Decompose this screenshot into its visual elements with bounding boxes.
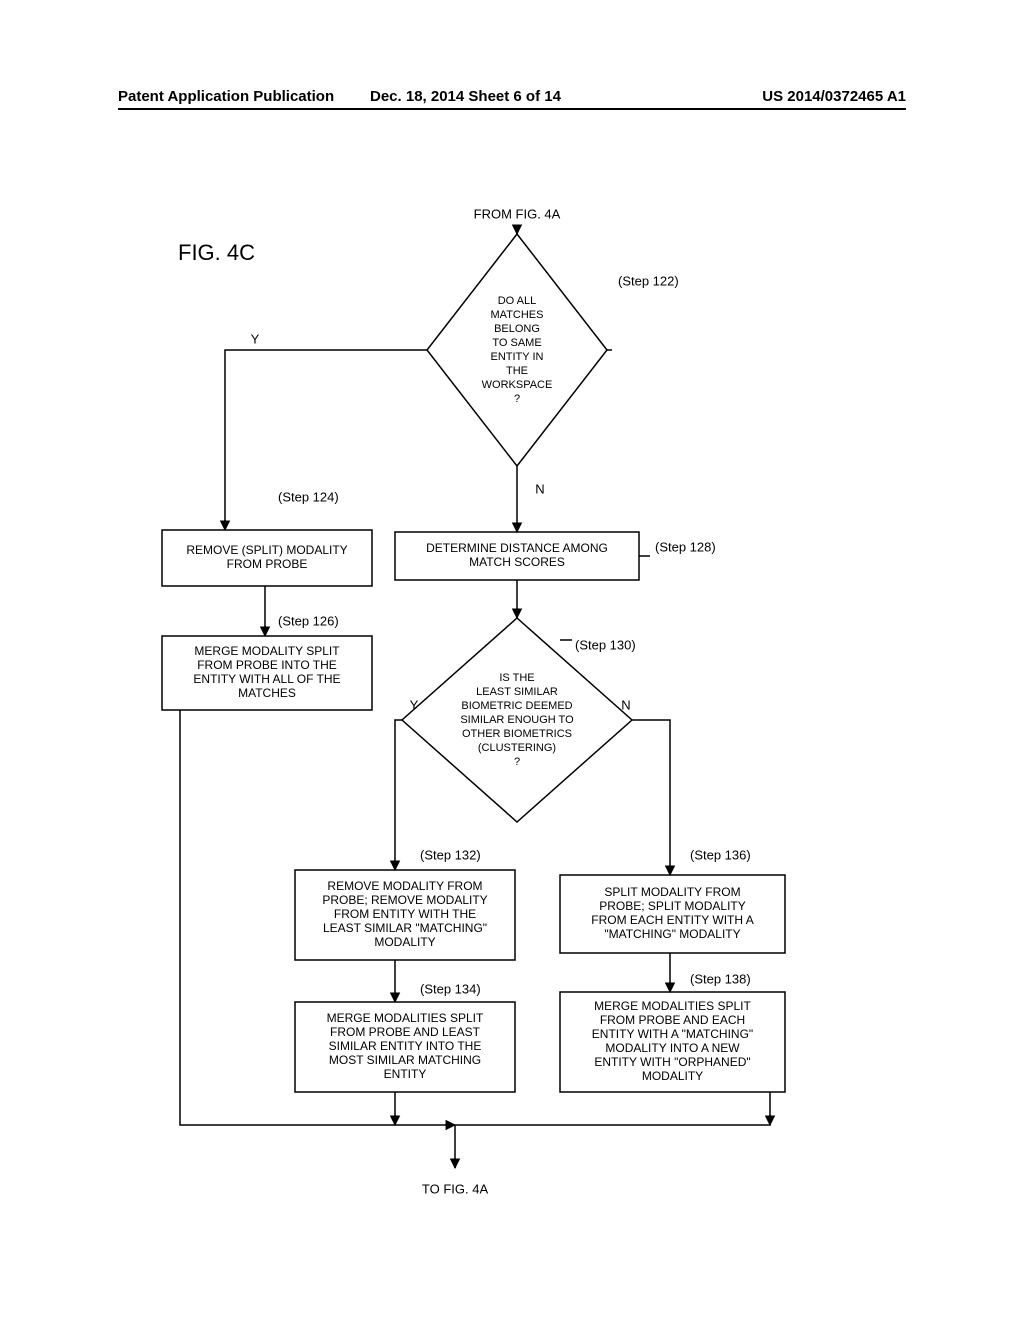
flowchart-canvas: FIG. 4C FROM FIG. 4A TO FIG. 4A DO ALL MATCH… bbox=[0, 0, 1024, 1320]
svg-text:N: N bbox=[621, 697, 630, 712]
svg-text:SPLIT MODALITY FROM: SPLIT MODALITY FROM bbox=[604, 885, 740, 899]
svg-text:ENTITY IN: ENTITY IN bbox=[491, 351, 544, 363]
step-label: (Step 134) bbox=[420, 981, 481, 996]
svg-text:WORKSPACE: WORKSPACE bbox=[482, 379, 553, 391]
svg-text:ENTITY WITH A "MATCHING": ENTITY WITH A "MATCHING" bbox=[592, 1027, 753, 1041]
svg-text:PROBE; REMOVE MODALITY: PROBE; REMOVE MODALITY bbox=[322, 893, 487, 907]
step-label: (Step 126) bbox=[278, 613, 339, 628]
svg-text:ENTITY: ENTITY bbox=[384, 1067, 427, 1081]
svg-text:MOST SIMILAR MATCHING: MOST SIMILAR MATCHING bbox=[329, 1053, 481, 1067]
svg-text:REMOVE (SPLIT) MODALITY: REMOVE (SPLIT) MODALITY bbox=[186, 543, 347, 557]
svg-text:ENTITY WITH ALL OF THE: ENTITY WITH ALL OF THE bbox=[193, 672, 340, 686]
svg-text:MATCHES: MATCHES bbox=[491, 309, 544, 321]
svg-text:Y: Y bbox=[251, 331, 260, 346]
svg-text:?: ? bbox=[514, 756, 520, 768]
svg-text:TO FIG. 4A: TO FIG. 4A bbox=[422, 1181, 489, 1196]
svg-text:REMOVE MODALITY FROM: REMOVE MODALITY FROM bbox=[327, 879, 482, 893]
svg-text:MODALITY: MODALITY bbox=[642, 1069, 703, 1083]
svg-text:MERGE MODALITY SPLIT: MERGE MODALITY SPLIT bbox=[194, 644, 340, 658]
svg-text:FROM PROBE INTO THE: FROM PROBE INTO THE bbox=[197, 658, 337, 672]
step-label: (Step 136) bbox=[690, 847, 751, 862]
figure-title: FIG. 4C bbox=[178, 240, 255, 265]
svg-text:MODALITY: MODALITY bbox=[374, 935, 435, 949]
flow-edge bbox=[395, 720, 402, 870]
svg-text:FROM ENTITY WITH THE: FROM ENTITY WITH THE bbox=[334, 907, 476, 921]
svg-text:FROM FIG. 4A: FROM FIG. 4A bbox=[474, 206, 561, 221]
svg-text:LEAST SIMILAR "MATCHING": LEAST SIMILAR "MATCHING" bbox=[323, 921, 487, 935]
step-label: (Step 128) bbox=[655, 539, 716, 554]
step-label: (Step 124) bbox=[278, 489, 339, 504]
step-label: (Step 130) bbox=[575, 637, 636, 652]
svg-text:TO SAME: TO SAME bbox=[492, 337, 541, 349]
svg-text:SIMILAR ENTITY INTO THE: SIMILAR ENTITY INTO THE bbox=[329, 1039, 482, 1053]
step-label: (Step 138) bbox=[690, 971, 751, 986]
svg-text:THE: THE bbox=[506, 365, 528, 377]
svg-text:MATCHES: MATCHES bbox=[238, 686, 296, 700]
svg-text:OTHER BIOMETRICS: OTHER BIOMETRICS bbox=[462, 728, 572, 740]
svg-text:"MATCHING" MODALITY: "MATCHING" MODALITY bbox=[604, 927, 740, 941]
svg-text:MATCH SCORES: MATCH SCORES bbox=[469, 555, 565, 569]
svg-text:(CLUSTERING): (CLUSTERING) bbox=[478, 742, 556, 754]
svg-text:FROM PROBE AND EACH: FROM PROBE AND EACH bbox=[600, 1013, 745, 1027]
svg-text:FROM PROBE AND LEAST: FROM PROBE AND LEAST bbox=[330, 1025, 481, 1039]
svg-text:Y: Y bbox=[410, 697, 419, 712]
svg-text:MERGE MODALITIES SPLIT: MERGE MODALITIES SPLIT bbox=[594, 999, 751, 1013]
svg-text:PROBE; SPLIT MODALITY: PROBE; SPLIT MODALITY bbox=[599, 899, 745, 913]
svg-text:SIMILAR ENOUGH TO: SIMILAR ENOUGH TO bbox=[460, 714, 574, 726]
svg-text:IS THE: IS THE bbox=[499, 672, 534, 684]
step-label: (Step 122) bbox=[618, 273, 679, 288]
svg-text:FROM PROBE: FROM PROBE bbox=[227, 557, 308, 571]
svg-text:FROM EACH ENTITY WITH A: FROM EACH ENTITY WITH A bbox=[591, 913, 753, 927]
svg-text:ENTITY WITH "ORPHANED": ENTITY WITH "ORPHANED" bbox=[594, 1055, 750, 1069]
flow-edge bbox=[632, 720, 670, 875]
svg-text:MODALITY INTO A NEW: MODALITY INTO A NEW bbox=[605, 1041, 740, 1055]
svg-text:DO ALL: DO ALL bbox=[498, 295, 537, 307]
step-label: (Step 132) bbox=[420, 847, 481, 862]
svg-text:N: N bbox=[535, 481, 544, 496]
svg-text:DETERMINE DISTANCE AMONG: DETERMINE DISTANCE AMONG bbox=[426, 541, 608, 555]
flow-edge bbox=[455, 1092, 770, 1125]
svg-text:BIOMETRIC DEEMED: BIOMETRIC DEEMED bbox=[461, 700, 572, 712]
svg-text:BELONG: BELONG bbox=[494, 323, 540, 335]
svg-text:MERGE MODALITIES SPLIT: MERGE MODALITIES SPLIT bbox=[327, 1011, 484, 1025]
svg-text:LEAST SIMILAR: LEAST SIMILAR bbox=[476, 686, 558, 698]
svg-text:?: ? bbox=[514, 393, 520, 405]
